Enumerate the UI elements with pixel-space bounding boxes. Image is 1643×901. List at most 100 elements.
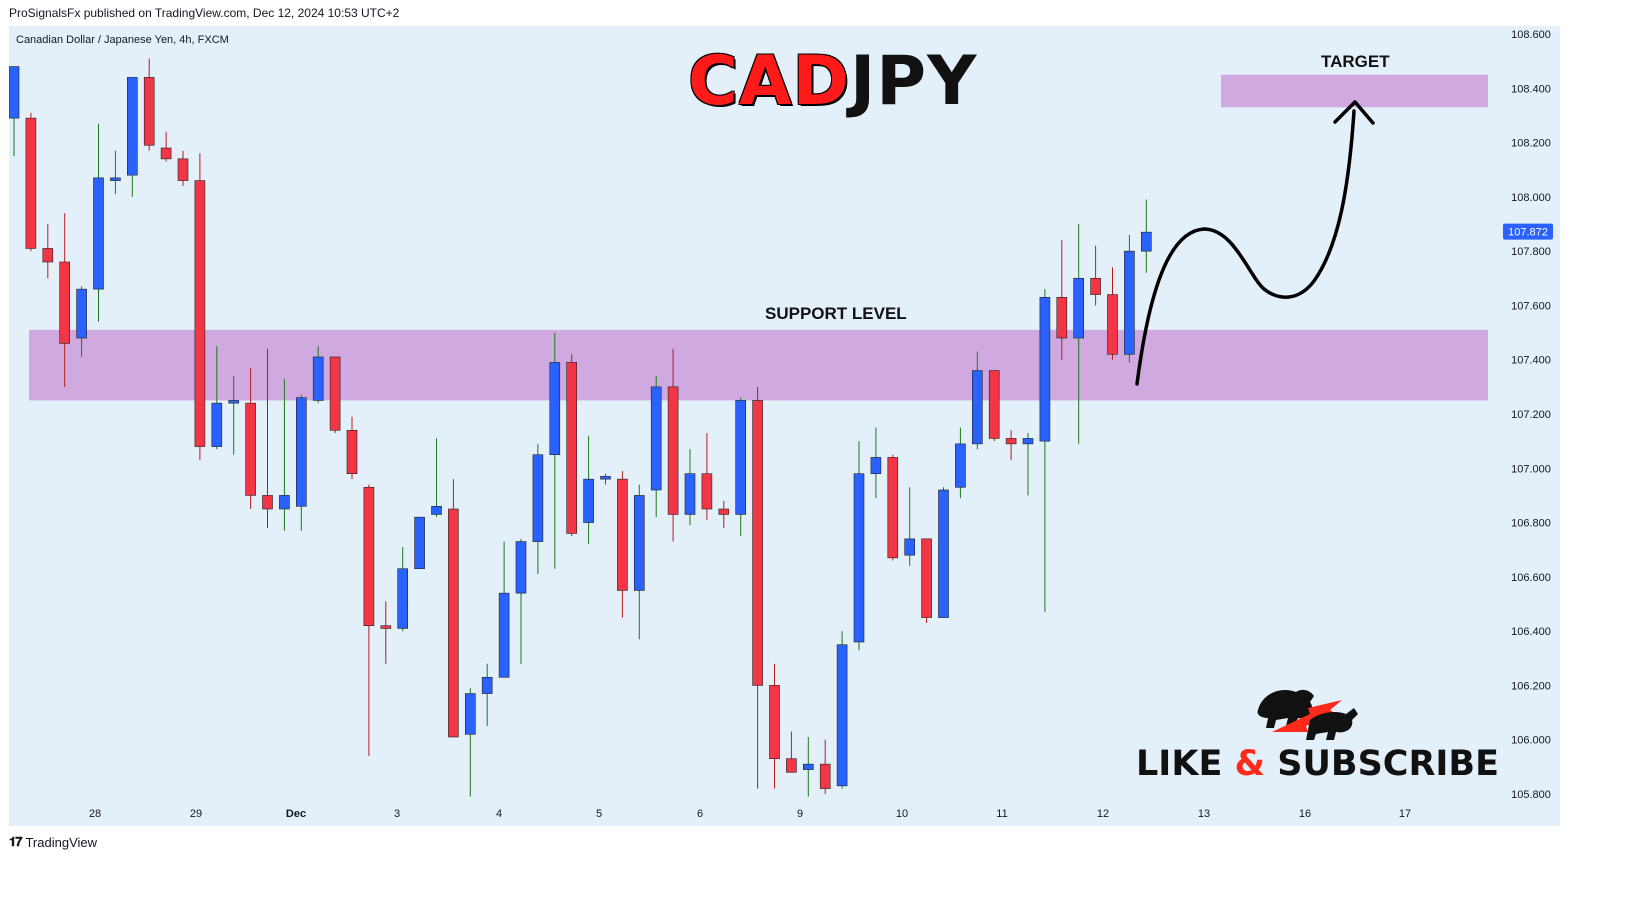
- candle-body[interactable]: [735, 400, 747, 515]
- candle-body[interactable]: [498, 592, 510, 678]
- candle-body[interactable]: [938, 489, 949, 618]
- last-price-tag: 107.872: [1503, 223, 1553, 240]
- x-tick-label: 4: [496, 808, 502, 820]
- candle-body[interactable]: [177, 158, 189, 181]
- candle-body[interactable]: [312, 356, 324, 401]
- candle-body[interactable]: [802, 763, 814, 770]
- candle-body[interactable]: [194, 180, 206, 447]
- candle-body[interactable]: [59, 261, 71, 344]
- candle-body[interactable]: [904, 538, 916, 556]
- candle-body[interactable]: [718, 508, 730, 515]
- candle-body[interactable]: [481, 676, 493, 694]
- candle-body[interactable]: [1073, 277, 1084, 339]
- candle-body[interactable]: [1107, 294, 1118, 355]
- candle-body[interactable]: [127, 77, 138, 176]
- candle-body[interactable]: [701, 473, 713, 510]
- candle-body[interactable]: [93, 177, 104, 290]
- candle-body[interactable]: [1056, 296, 1068, 339]
- candle-body[interactable]: [42, 248, 54, 263]
- candle-body[interactable]: [397, 568, 409, 629]
- candle-body[interactable]: [583, 478, 594, 523]
- candle-body[interactable]: [532, 454, 544, 542]
- subscribe-like: LIKE: [1136, 744, 1235, 784]
- candle-body[interactable]: [76, 288, 87, 339]
- candle-body[interactable]: [836, 644, 848, 787]
- brand-cad: CAD: [688, 42, 850, 121]
- tradingview-footer[interactable]: 𝟏𝟕 TradingView: [9, 834, 97, 850]
- price-axis-scale: 108.600 108.400 108.200 108.000 107.800 107.6…: [1503, 29, 1553, 801]
- candle-body[interactable]: [143, 77, 155, 146]
- x-tick-label: Dec: [286, 808, 306, 820]
- candle-body[interactable]: [870, 457, 882, 475]
- candle-body[interactable]: [160, 147, 172, 160]
- candle-body[interactable]: [971, 370, 983, 445]
- tradingview-logo-text: TradingView: [25, 834, 98, 850]
- candle-body[interactable]: [887, 457, 899, 559]
- support-level-label: SUPPORT LEVEL: [765, 304, 907, 323]
- x-tick-label: 13: [1198, 808, 1210, 820]
- candle-body[interactable]: [1022, 438, 1034, 445]
- tradingview-logo-icon: 𝟏𝟕: [9, 834, 23, 849]
- x-tick-label: 5: [596, 808, 602, 820]
- x-tick-label: 28: [89, 808, 101, 820]
- candle-body[interactable]: [617, 478, 628, 591]
- candle-body[interactable]: [566, 362, 578, 534]
- candle-body[interactable]: [633, 495, 645, 591]
- candle-body[interactable]: [515, 541, 527, 594]
- candle-body[interactable]: [752, 400, 763, 686]
- x-tick-label: 17: [1399, 808, 1411, 820]
- candle-body[interactable]: [245, 402, 256, 496]
- candle-body[interactable]: [448, 508, 459, 738]
- candle-body[interactable]: [9, 66, 20, 119]
- candle-body[interactable]: [25, 117, 37, 249]
- candle-body[interactable]: [1124, 250, 1135, 355]
- price-axis[interactable]: 108.600 108.400 108.200 108.000 107.800 107.6…: [1488, 26, 1560, 826]
- candle-body[interactable]: [853, 473, 865, 643]
- target-label: TARGET: [1321, 52, 1390, 71]
- candle-body[interactable]: [650, 386, 662, 491]
- candle-body[interactable]: [1090, 277, 1101, 295]
- candle-body[interactable]: [262, 495, 273, 510]
- candle-body[interactable]: [295, 397, 307, 507]
- x-tick-label: 11: [996, 808, 1007, 820]
- candle-body[interactable]: [1005, 438, 1017, 445]
- candle-body[interactable]: [769, 685, 780, 760]
- last-price-label: 107.872: [1508, 227, 1548, 239]
- candle-body[interactable]: [431, 505, 442, 515]
- candle-body[interactable]: [279, 495, 290, 510]
- candle-body[interactable]: [211, 402, 223, 447]
- x-tick-label: 29: [190, 808, 202, 820]
- y-tick-label: 106.000: [1511, 735, 1551, 747]
- candle-body[interactable]: [667, 386, 679, 515]
- candle-body[interactable]: [464, 693, 476, 735]
- candle-body[interactable]: [684, 473, 696, 515]
- x-tick-label: 6: [697, 808, 703, 820]
- candle-body[interactable]: [363, 486, 375, 627]
- candle-body[interactable]: [600, 476, 611, 480]
- candlestick-chart[interactable]: Canadian Dollar / Japanese Yen, 4h, FXCM…: [9, 26, 1488, 826]
- candle-body[interactable]: [329, 356, 341, 431]
- candle-body[interactable]: [380, 625, 392, 629]
- y-tick-label: 107.600: [1511, 300, 1551, 312]
- x-tick-label: 9: [797, 808, 803, 820]
- y-tick-label: 107.400: [1511, 355, 1551, 367]
- candle-body[interactable]: [819, 763, 831, 789]
- y-tick-label: 105.800: [1511, 789, 1551, 801]
- candle-body[interactable]: [988, 370, 1000, 439]
- support-zone: [29, 329, 1488, 401]
- bull-bear-logo-icon: [1257, 689, 1358, 740]
- subscribe-word: SUBSCRIBE: [1265, 744, 1500, 784]
- chart-title: Canadian Dollar / Japanese Yen, 4h, FXCM: [16, 34, 229, 46]
- candle-body[interactable]: [786, 758, 797, 773]
- candle-body[interactable]: [414, 516, 425, 570]
- chart-area[interactable]: Canadian Dollar / Japanese Yen, 4h, FXCM…: [9, 26, 1488, 826]
- candle-body[interactable]: [955, 443, 966, 488]
- candle-body[interactable]: [549, 362, 561, 456]
- candle-body[interactable]: [110, 177, 121, 181]
- candle-body[interactable]: [1141, 231, 1152, 252]
- candle-body[interactable]: [228, 400, 239, 404]
- x-tick-label: 3: [394, 808, 400, 820]
- candle-body[interactable]: [346, 429, 358, 475]
- candle-body[interactable]: [1039, 296, 1051, 442]
- candle-body[interactable]: [921, 538, 932, 618]
